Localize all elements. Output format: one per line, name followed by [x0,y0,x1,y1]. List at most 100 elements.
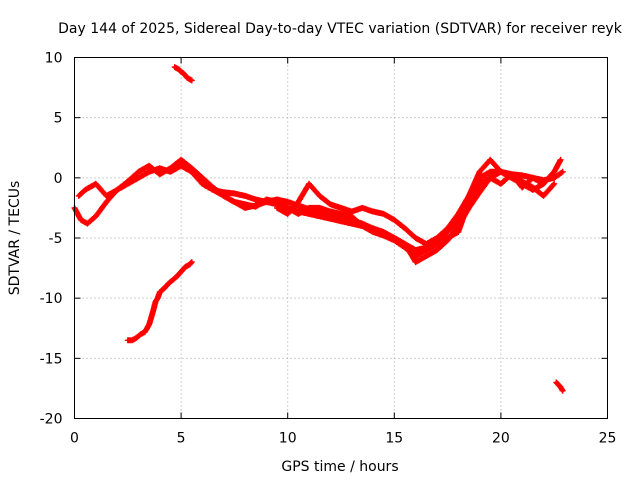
data-point [94,182,98,186]
data-point [190,260,194,264]
data-point [147,164,151,168]
data-point [243,202,247,206]
data-point [414,260,418,264]
data-point [173,65,177,69]
data-point [158,166,162,170]
data-point [181,71,185,75]
data-point [554,381,558,384]
chart-title: Day 144 of 2025, Sidereal Day-to-day VTE… [58,21,623,37]
series-markers [124,259,195,344]
data-point [264,198,268,201]
data-point [488,158,492,162]
series-fragment-top [171,64,195,84]
data-point [126,180,130,183]
data-point [190,78,194,82]
data-point [499,182,503,186]
data-point [510,176,513,180]
data-point [147,323,151,327]
data-point [307,212,311,216]
data-point [488,176,492,180]
data-point [403,246,407,250]
data-point [446,236,449,240]
data-point [254,198,258,201]
data-point [137,170,140,174]
data-point [105,194,108,198]
data-point [139,332,142,336]
data-point [478,170,481,174]
data-point [201,176,204,180]
data-point [79,218,83,222]
data-point [211,188,215,192]
data-point [77,194,81,198]
y-tick-label: -10 [40,291,63,307]
y-tick-label: -15 [40,351,63,367]
data-point [126,338,130,342]
data-point [83,188,87,192]
data-layer [71,64,566,394]
data-point [171,278,174,282]
data-point [296,200,300,204]
data-point [85,222,89,225]
data-point [392,239,396,242]
data-point [531,186,535,189]
data-point [350,210,354,213]
data-point [552,182,556,186]
data-point [179,158,183,162]
data-point [456,212,460,216]
data-point [158,290,162,294]
x-tick-label: 20 [492,431,510,447]
data-point [151,308,155,312]
data-point [435,248,439,252]
data-point [339,219,343,223]
data-point [233,192,236,195]
data-point [478,190,481,194]
data-point [424,248,428,252]
data-point [371,210,375,213]
data-point [158,172,162,176]
x-tick-label: 15 [385,431,403,447]
data-point [286,212,290,216]
data-point [166,282,170,286]
data-point [254,205,258,209]
data-point [561,389,565,393]
series-fragment-end [553,379,566,394]
y-tick-label: -20 [40,412,63,428]
data-point [201,182,204,186]
data-point [559,385,562,389]
data-point [328,217,332,221]
data-point [561,170,565,174]
data-point [456,230,460,234]
data-point [115,188,119,192]
data-point [403,226,407,230]
data-point [275,206,279,210]
data-point [531,176,535,180]
data-point [183,74,187,77]
data-point [382,234,386,237]
data-point [137,176,140,180]
y-tick-label: -5 [49,231,63,247]
data-point [499,170,503,174]
data-point [467,194,471,198]
data-point [414,236,418,240]
data-point [243,194,247,198]
data-point [414,248,418,252]
data-point [169,166,172,170]
data-point [190,170,194,174]
data-point [559,158,562,162]
y-axis-label: SDTVAR / TECUs [7,181,23,296]
data-point [414,254,418,258]
data-point [307,182,311,186]
grid [74,57,608,419]
data-point [557,383,560,387]
data-point [286,206,290,210]
data-point [233,200,236,204]
data-point [179,70,183,74]
data-point [177,68,181,71]
data-point [275,200,279,204]
data-point [318,194,322,198]
x-tick-label: 0 [70,431,79,447]
x-axis-label: GPS time / hours [281,459,398,475]
data-point [382,212,386,216]
data-point [186,76,189,80]
